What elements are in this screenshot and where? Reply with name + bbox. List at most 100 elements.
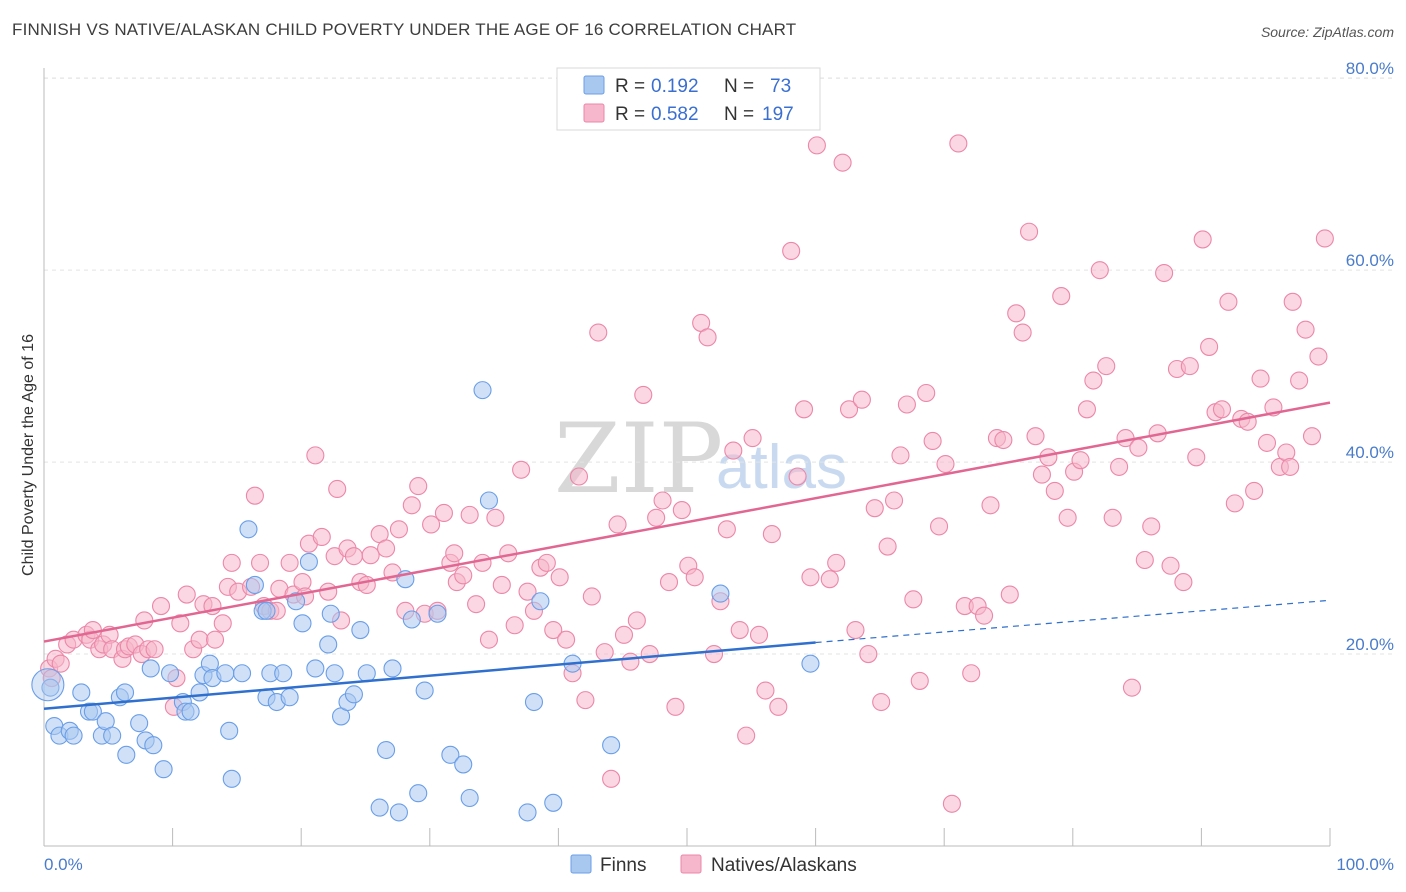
natives-point: [737, 726, 756, 745]
finns-points: [31, 381, 820, 822]
finns-point: [239, 520, 258, 539]
natives-point: [1077, 400, 1096, 419]
finns-point: [83, 702, 102, 721]
finns-point: [64, 726, 83, 745]
natives-point: [981, 496, 1000, 515]
natives-point: [1225, 494, 1244, 513]
natives-point: [820, 570, 839, 589]
natives-point: [865, 499, 884, 518]
natives-point: [717, 520, 736, 539]
natives-point: [245, 486, 264, 505]
natives-point: [608, 515, 627, 534]
finns-point-large: [31, 668, 65, 702]
natives-point: [582, 587, 601, 606]
natives-point: [473, 553, 492, 572]
natives-point: [135, 611, 154, 630]
natives-point: [1013, 323, 1032, 342]
natives-point: [904, 590, 923, 609]
natives-point: [878, 537, 897, 556]
legend-r-label-natives: R =: [615, 104, 645, 125]
finns-point: [257, 601, 276, 620]
natives-point: [550, 568, 569, 587]
finns-point: [117, 745, 136, 764]
finns-point: [154, 760, 173, 779]
natives-point: [171, 614, 190, 633]
natives-point: [614, 625, 634, 644]
natives-point: [1135, 550, 1154, 570]
natives-point: [422, 515, 441, 534]
finns-point: [115, 683, 135, 702]
natives-point: [389, 520, 408, 539]
finns-point: [711, 584, 730, 603]
natives-trend-line: [43, 401, 1331, 643]
finns-point: [72, 683, 91, 702]
legend-n-value-natives: 197: [762, 104, 794, 125]
natives-point: [1155, 263, 1174, 283]
natives-point: [222, 553, 241, 572]
natives-point: [1174, 573, 1193, 592]
natives-point: [512, 460, 531, 479]
finns-point: [801, 654, 820, 673]
natives-point: [537, 553, 556, 572]
natives-point: [1045, 481, 1064, 500]
natives-point: [1097, 357, 1116, 376]
natives-point: [377, 539, 396, 558]
finns-point: [222, 769, 241, 788]
finns-point: [357, 664, 376, 683]
natives-point: [653, 491, 672, 510]
natives-point: [647, 508, 666, 527]
finns-point: [460, 788, 479, 808]
natives-point: [788, 467, 807, 486]
natives-point: [83, 621, 102, 640]
natives-point: [1032, 465, 1051, 484]
watermark-zip: ZIP: [554, 403, 723, 515]
natives-point: [1090, 261, 1109, 280]
finns-point: [245, 575, 264, 594]
source-label: Source: ZipAtlas.com: [1260, 24, 1394, 40]
natives-point: [930, 517, 949, 536]
natives-point: [1187, 448, 1206, 467]
finns-point: [319, 635, 338, 654]
natives-point: [1283, 292, 1302, 311]
natives-point: [467, 595, 486, 614]
y-tick-label: 40.0%: [1346, 443, 1394, 462]
natives-point: [634, 385, 653, 404]
natives-point: [839, 400, 859, 419]
natives-point: [434, 503, 453, 523]
natives-point: [897, 395, 916, 414]
natives-point: [361, 546, 380, 565]
finns-point: [130, 714, 149, 733]
natives-point: [698, 328, 717, 347]
natives-point: [794, 400, 814, 419]
natives-point: [312, 527, 331, 547]
finns-point: [402, 610, 421, 629]
natives-point: [672, 501, 691, 520]
finns-point: [274, 664, 293, 683]
finns-point: [428, 604, 447, 623]
natives-point: [306, 446, 325, 465]
natives-point: [328, 479, 347, 499]
natives-point: [250, 553, 270, 572]
finns-point: [383, 659, 402, 678]
finns-point: [531, 592, 550, 611]
natives-point: [923, 431, 942, 451]
finns-point: [344, 685, 363, 704]
natives-point: [190, 630, 209, 649]
finns-point: [160, 664, 180, 683]
natives-point: [910, 671, 929, 690]
natives-point: [884, 491, 904, 510]
natives-point: [1180, 357, 1199, 376]
natives-point: [640, 644, 659, 664]
natives-point: [1296, 320, 1315, 339]
finns-point: [141, 659, 160, 678]
natives-point: [962, 664, 981, 683]
natives-point: [743, 429, 762, 448]
natives-point: [1052, 287, 1071, 306]
finns-point: [389, 803, 408, 822]
natives-point: [1315, 229, 1334, 248]
natives-point: [1122, 678, 1142, 697]
natives-point: [659, 573, 679, 592]
natives-point: [666, 697, 685, 716]
natives-point: [1000, 585, 1019, 604]
